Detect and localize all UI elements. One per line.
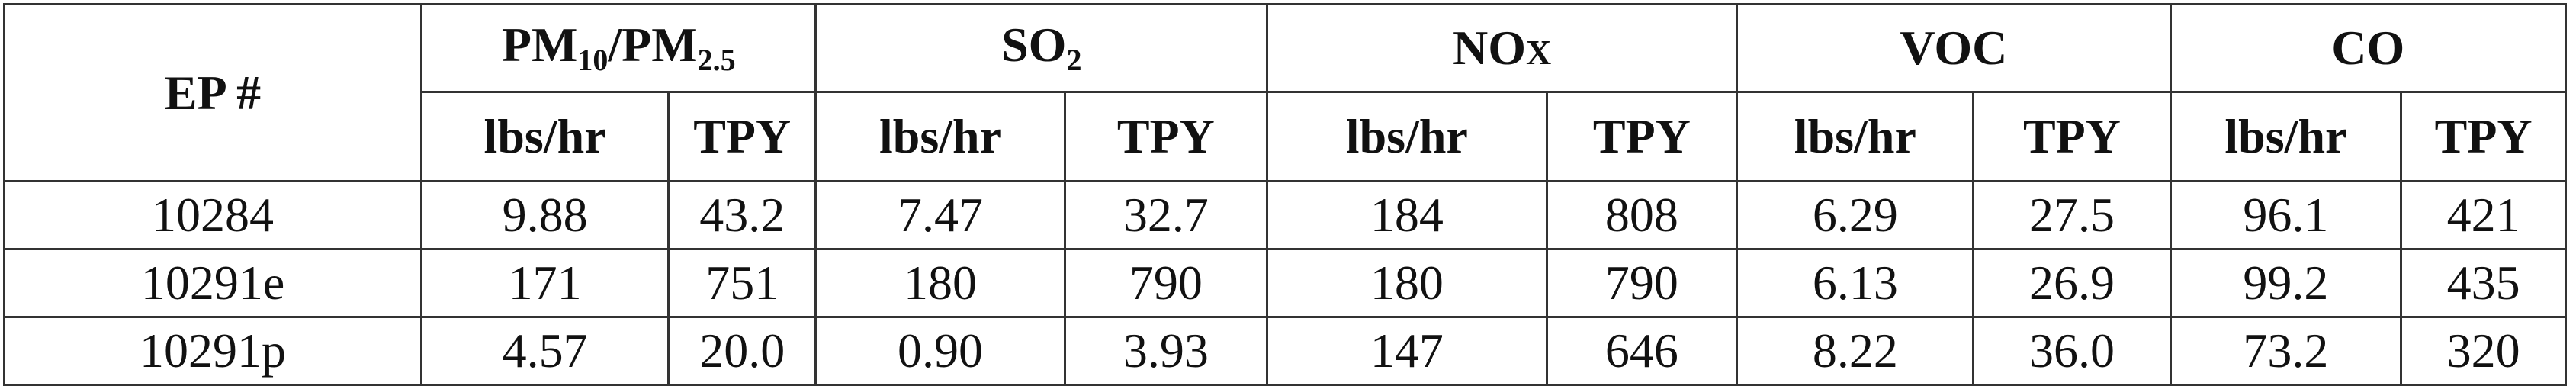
value-cell: 790 [1063, 248, 1269, 318]
value-cell: 27.5 [1972, 180, 2172, 250]
unit-header: lbs/hr [814, 91, 1066, 182]
value-cell: 6.29 [1736, 180, 1975, 250]
value-cell: 43.2 [667, 180, 817, 250]
value-cell: 0.90 [814, 316, 1066, 386]
value-cell: 7.47 [814, 180, 1066, 250]
unit-header: TPY [1063, 91, 1269, 182]
value-cell: 171 [420, 248, 670, 318]
value-cell: 36.0 [1972, 316, 2172, 386]
nox-group-header: NOX [1266, 3, 1739, 93]
header-row-units: lbs/hr TPY lbs/hr TPY lbs/hr TPY lbs/hr … [5, 91, 2567, 182]
unit-header: TPY [1545, 91, 1739, 182]
co-group-header: CO [2169, 3, 2568, 93]
value-cell: 184 [1266, 180, 1548, 250]
value-cell: 808 [1545, 180, 1739, 250]
value-cell: 73.2 [2169, 316, 2403, 386]
ep-id-cell: 10284 [2, 180, 423, 250]
ep-header-label: EP # [164, 65, 262, 120]
value-cell: 8.22 [1736, 316, 1975, 386]
value-cell: 180 [814, 248, 1066, 318]
value-cell: 790 [1545, 248, 1739, 318]
value-cell: 3.93 [1063, 316, 1269, 386]
unit-header: TPY [1972, 91, 2172, 182]
voc-group-header: VOC [1736, 3, 2172, 93]
unit-header: lbs/hr [1736, 91, 1975, 182]
unit-header: lbs/hr [1266, 91, 1548, 182]
value-cell: 20.0 [667, 316, 817, 386]
ep-id-cell: 10291p [2, 316, 423, 386]
value-cell: 421 [2400, 180, 2567, 250]
value-cell: 99.2 [2169, 248, 2403, 318]
value-cell: 4.57 [420, 316, 670, 386]
header-row-pollutants: EP # PM10/PM2.5 SO2 NOX VOC CO [2, 3, 2568, 182]
emissions-table: EP # PM10/PM2.5 SO2 NOX VOC CO lbs/hr TP… [2, 3, 2568, 386]
ep-id-cell: 10291e [2, 248, 423, 318]
table-row: 10291e 171 751 180 790 180 790 6.13 26.9… [2, 248, 2567, 318]
value-cell: 9.88 [420, 180, 670, 250]
value-cell: 180 [1266, 248, 1548, 318]
value-cell: 646 [1545, 316, 1739, 386]
value-cell: 6.13 [1736, 248, 1975, 318]
value-cell: 32.7 [1063, 180, 1269, 250]
ep-column-header: EP # [2, 3, 423, 182]
table-row: 10284 9.88 43.2 7.47 32.7 184 808 6.29 2… [2, 180, 2567, 250]
value-cell: 435 [2400, 248, 2567, 318]
unit-header: lbs/hr [420, 91, 670, 182]
value-cell: 26.9 [1972, 248, 2172, 318]
unit-header: lbs/hr [2169, 91, 2403, 182]
value-cell: 147 [1266, 316, 1548, 386]
value-cell: 751 [667, 248, 817, 318]
pm-group-header: PM10/PM2.5 [420, 3, 817, 93]
table-row: 10291p 4.57 20.0 0.90 3.93 147 646 8.22 … [2, 316, 2567, 386]
unit-header: TPY [2400, 91, 2567, 182]
unit-header: TPY [667, 91, 817, 182]
value-cell: 96.1 [2169, 180, 2403, 250]
so2-group-header: SO2 [814, 3, 1269, 93]
value-cell: 320 [2400, 316, 2567, 386]
